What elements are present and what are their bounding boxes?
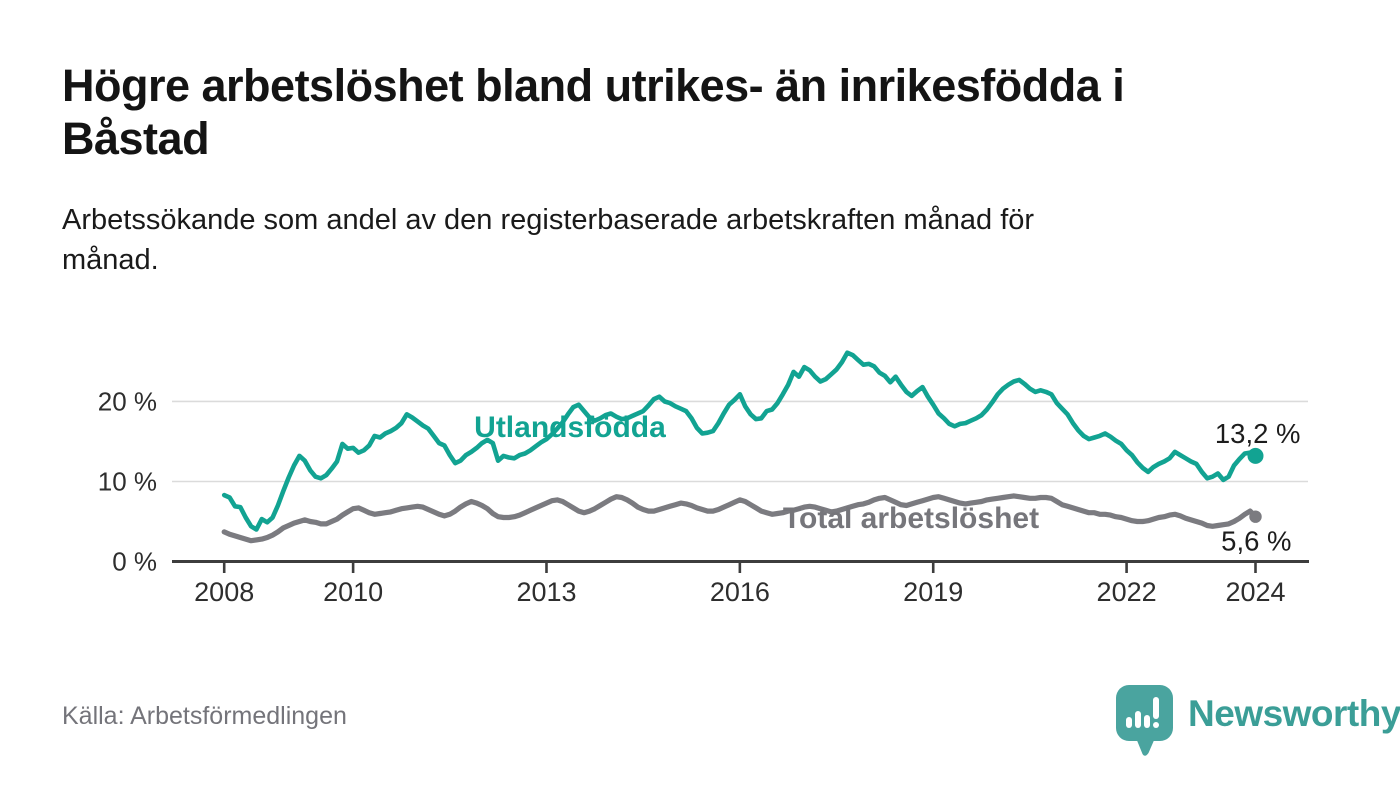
source-note: Källa: Arbetsförmedlingen <box>62 702 347 730</box>
end-value-label-utlandsfodda: 13,2 % <box>1215 418 1301 449</box>
y-tick-label-20: 20 % <box>98 386 157 416</box>
y-tick-label-10: 10 % <box>98 466 157 496</box>
end-value-label-total: 5,6 % <box>1221 526 1291 557</box>
page-subtitle: Arbetssökande som andel av den registerb… <box>62 204 1035 277</box>
x-tick-label-2016: 2016 <box>710 577 770 607</box>
newsworthy-logo: Newsworthy <box>1115 684 1400 760</box>
x-tick-label-2008: 2008 <box>194 577 254 607</box>
x-tick-label-2022: 2022 <box>1097 577 1157 607</box>
x-tick-label-2019: 2019 <box>903 577 963 607</box>
series-label-total: Total arbetslöshet <box>783 502 1039 535</box>
end-dot-total <box>1249 510 1262 523</box>
newsworthy-logo-icon <box>1116 685 1173 756</box>
page-title: Högre arbetslöshet bland utrikes- än inr… <box>62 60 1125 164</box>
newsworthy-logo-text: Newsworthy <box>1188 693 1400 734</box>
x-tick-label-2024: 2024 <box>1225 577 1285 607</box>
series-line-total <box>221 493 1259 544</box>
series-line-utlandsfodda <box>221 350 1258 532</box>
y-tick-label-0: 0 % <box>112 547 157 577</box>
series-label-utlandsfodda: Utlandsfödda <box>474 411 666 444</box>
x-tick-label-2013: 2013 <box>516 577 576 607</box>
end-dot-utlandsfodda <box>1247 447 1264 464</box>
x-tick-label-2010: 2010 <box>323 577 383 607</box>
